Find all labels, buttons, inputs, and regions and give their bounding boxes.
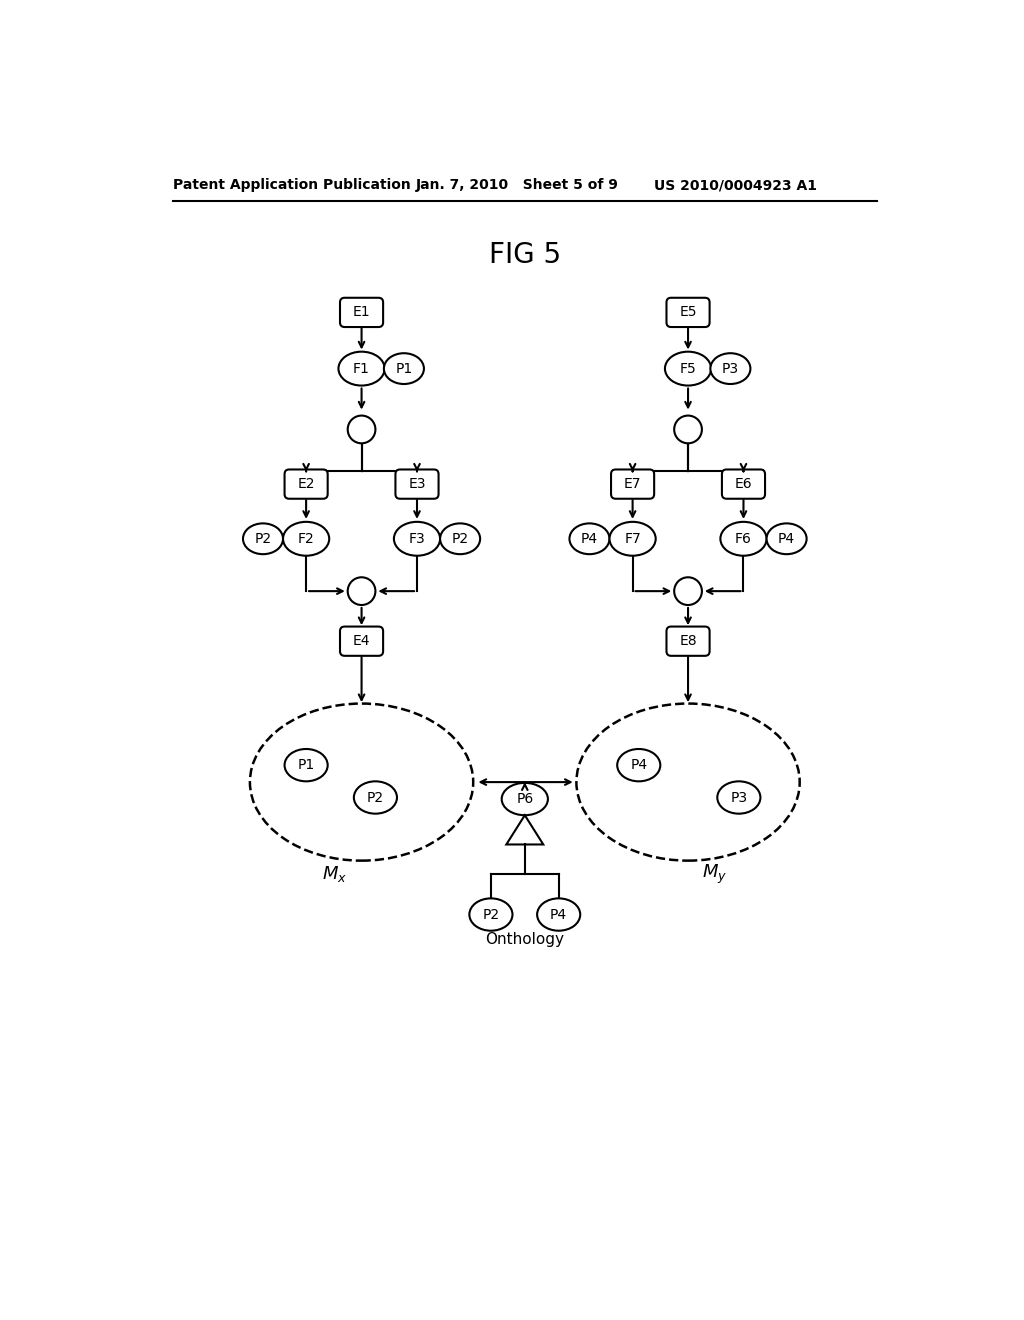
Ellipse shape: [502, 783, 548, 816]
FancyBboxPatch shape: [285, 470, 328, 499]
Ellipse shape: [283, 521, 330, 556]
Text: P2: P2: [367, 791, 384, 804]
FancyBboxPatch shape: [340, 627, 383, 656]
Ellipse shape: [440, 524, 480, 554]
Ellipse shape: [354, 781, 397, 813]
Text: E8: E8: [679, 634, 697, 648]
Text: F2: F2: [298, 532, 314, 545]
Ellipse shape: [469, 899, 512, 931]
Text: FIG 5: FIG 5: [488, 240, 561, 269]
Ellipse shape: [577, 704, 800, 861]
Text: $M_y$: $M_y$: [702, 863, 728, 886]
Text: P1: P1: [395, 362, 413, 376]
Ellipse shape: [250, 704, 473, 861]
Ellipse shape: [717, 781, 761, 813]
Text: F1: F1: [353, 362, 370, 376]
Ellipse shape: [538, 899, 581, 931]
Text: P3: P3: [722, 362, 739, 376]
Text: P2: P2: [452, 532, 469, 545]
Text: Onthology: Onthology: [485, 932, 564, 946]
Text: P1: P1: [298, 758, 314, 772]
Text: P4: P4: [630, 758, 647, 772]
Text: P6: P6: [516, 792, 534, 807]
Ellipse shape: [339, 351, 385, 385]
Text: P2: P2: [254, 532, 271, 545]
Ellipse shape: [243, 524, 283, 554]
Text: E7: E7: [624, 477, 641, 491]
Ellipse shape: [285, 748, 328, 781]
Text: $M_x$: $M_x$: [323, 865, 347, 884]
FancyBboxPatch shape: [395, 470, 438, 499]
Ellipse shape: [711, 354, 751, 384]
FancyBboxPatch shape: [340, 298, 383, 327]
Text: F7: F7: [625, 532, 641, 545]
Text: P4: P4: [778, 532, 796, 545]
Text: F3: F3: [409, 532, 425, 545]
Ellipse shape: [394, 521, 440, 556]
Text: P3: P3: [730, 791, 748, 804]
Ellipse shape: [617, 748, 660, 781]
FancyBboxPatch shape: [667, 627, 710, 656]
Circle shape: [674, 416, 701, 444]
Ellipse shape: [609, 521, 655, 556]
Text: E1: E1: [352, 305, 371, 319]
Text: E2: E2: [297, 477, 314, 491]
Circle shape: [348, 577, 376, 605]
Text: P4: P4: [581, 532, 598, 545]
Circle shape: [674, 577, 701, 605]
Text: P4: P4: [550, 908, 567, 921]
Circle shape: [348, 416, 376, 444]
Ellipse shape: [569, 524, 609, 554]
FancyBboxPatch shape: [611, 470, 654, 499]
Text: US 2010/0004923 A1: US 2010/0004923 A1: [654, 178, 817, 193]
Text: P2: P2: [482, 908, 500, 921]
Text: F5: F5: [680, 362, 696, 376]
FancyBboxPatch shape: [667, 298, 710, 327]
FancyBboxPatch shape: [722, 470, 765, 499]
Text: Jan. 7, 2010   Sheet 5 of 9: Jan. 7, 2010 Sheet 5 of 9: [416, 178, 618, 193]
Text: Patent Application Publication: Patent Application Publication: [173, 178, 411, 193]
Text: F6: F6: [735, 532, 752, 545]
Text: E6: E6: [734, 477, 753, 491]
Ellipse shape: [720, 521, 767, 556]
Text: E4: E4: [353, 634, 371, 648]
Text: E5: E5: [679, 305, 696, 319]
Ellipse shape: [767, 524, 807, 554]
Ellipse shape: [384, 354, 424, 384]
Ellipse shape: [665, 351, 711, 385]
Text: E3: E3: [409, 477, 426, 491]
